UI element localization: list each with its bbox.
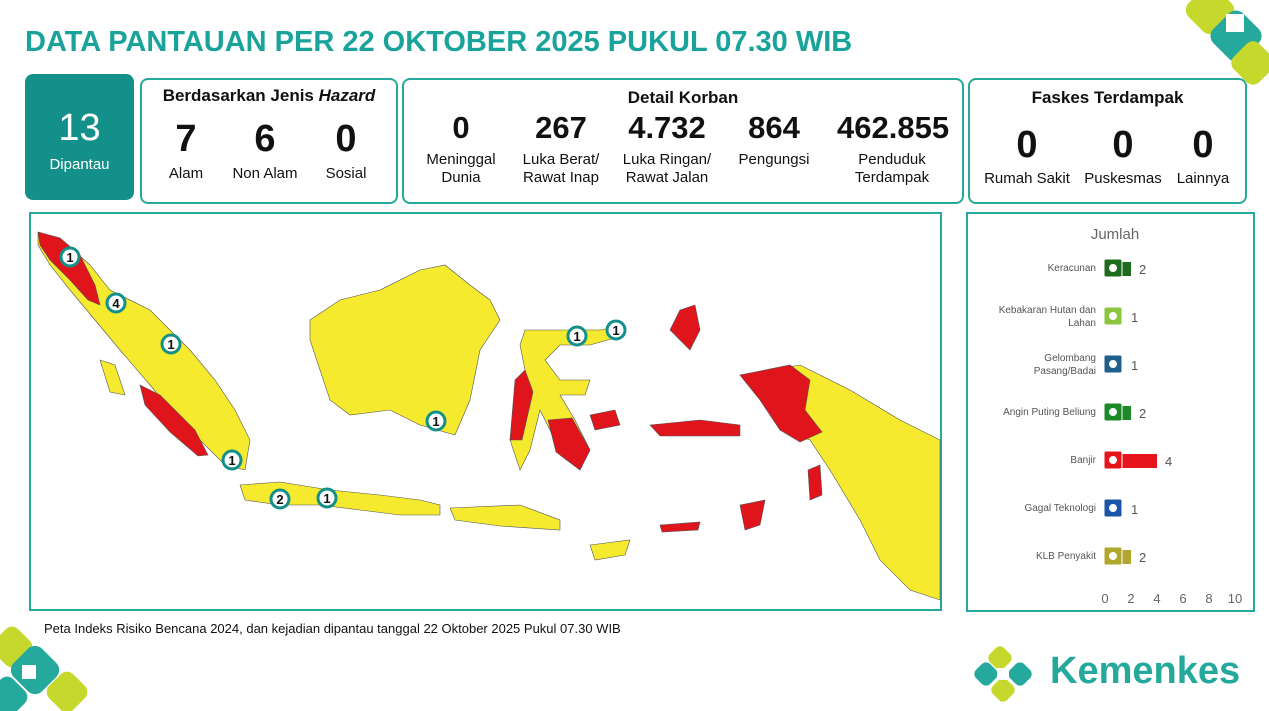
value-label: 2 xyxy=(1139,262,1146,277)
x-tick-label: 6 xyxy=(1179,591,1186,606)
value-label: 2 xyxy=(1139,406,1146,421)
hazard-card xyxy=(140,78,398,204)
x-tick-label: 0 xyxy=(1101,591,1108,606)
map-marker xyxy=(316,487,338,509)
y-tick-label: KLB Penyakit xyxy=(1035,551,1096,562)
chart-frame xyxy=(966,212,1255,612)
corner-logo xyxy=(0,626,88,711)
map-marker-label: 1 xyxy=(432,414,439,429)
monitored-value: 13 xyxy=(58,107,101,149)
category-icon xyxy=(1109,312,1117,320)
page-title: DATA PANTAUAN PER 22 OKTOBER 2025 PUKUL … xyxy=(25,26,853,58)
stat-label: Penduduk Terdampak xyxy=(854,151,930,186)
facility-title: Faskes Terdampak xyxy=(1031,88,1184,107)
stat-value: 6 xyxy=(254,118,276,160)
map-marker-label: 2 xyxy=(276,492,283,507)
category-icon xyxy=(1109,456,1117,464)
stat-label: Luka Berat/ Rawat Inap xyxy=(522,151,600,186)
brand: Kemenkes xyxy=(1050,650,1241,692)
map-marker xyxy=(605,319,627,341)
stat-label: Meninggal Dunia xyxy=(426,151,496,186)
monitored-card xyxy=(25,74,134,200)
brand-emblem xyxy=(974,646,1032,702)
stat-label: Puskesmas xyxy=(1084,170,1162,187)
map-frame xyxy=(29,212,942,611)
category-icon xyxy=(1109,552,1117,560)
map-marker-label: 1 xyxy=(228,453,235,468)
stat-value: 7 xyxy=(175,118,197,160)
map-marker xyxy=(425,410,447,432)
monitored-label: Dipantau xyxy=(49,156,110,173)
category-icon xyxy=(1109,504,1117,512)
value-label: 1 xyxy=(1131,310,1138,325)
value-label: 1 xyxy=(1131,502,1138,517)
map-marker-label: 1 xyxy=(573,329,580,344)
map-marker-label: 1 xyxy=(66,250,73,265)
map-marker xyxy=(221,449,243,471)
stat-label: Alam xyxy=(168,165,204,182)
facility-card xyxy=(968,78,1247,204)
x-tick-label: 8 xyxy=(1205,591,1212,606)
map-marker xyxy=(160,333,182,355)
stat-value: 0 xyxy=(335,118,357,160)
stat-label: Lainnya xyxy=(1176,170,1230,187)
category-icon xyxy=(1109,360,1117,368)
map-marker xyxy=(269,488,291,510)
stat-value: 0 xyxy=(1112,124,1134,166)
stat-value: 267 xyxy=(535,110,587,145)
y-tick-label: Kebakaran Hutan dan Lahan xyxy=(998,305,1096,329)
stat-label: Rumah Sakit xyxy=(984,170,1070,187)
map-marker-label: 1 xyxy=(612,323,619,338)
stat-label: Luka Ringan/ Rawat Jalan xyxy=(622,151,712,186)
corner-logo xyxy=(1185,0,1269,85)
map-marker-label: 1 xyxy=(323,491,330,506)
y-tick-label: Banjir xyxy=(1070,455,1096,466)
text: Berdasarkan Jenis xyxy=(162,86,319,105)
stat-label: Non Alam xyxy=(232,165,298,182)
stat-value: 0 xyxy=(1192,124,1214,166)
stat-label: Sosial xyxy=(325,165,367,182)
map xyxy=(37,231,941,601)
category-icon xyxy=(1109,408,1117,416)
x-tick-label: 10 xyxy=(1228,591,1242,606)
y-tick-label: Angin Puting Beliung xyxy=(1003,407,1096,418)
casualty-title: Detail Korban xyxy=(627,88,739,107)
stat-value: 4.732 xyxy=(628,110,706,145)
map-marker xyxy=(105,292,127,314)
x-tick-label: 4 xyxy=(1153,591,1160,606)
value-label: 2 xyxy=(1139,550,1146,565)
map-marker-label: 1 xyxy=(167,337,174,352)
stat-value: 864 xyxy=(748,110,800,145)
map-marker xyxy=(566,325,588,347)
value-label: 4 xyxy=(1165,454,1172,469)
text: Hazard xyxy=(318,86,376,105)
y-tick-label: Gelombang Pasang/Badai xyxy=(1033,353,1096,377)
category-icon xyxy=(1109,264,1117,272)
stat-value: 0 xyxy=(1016,124,1038,166)
value-label: 1 xyxy=(1131,358,1138,373)
x-tick-label: 2 xyxy=(1127,591,1134,606)
axis-title: Jumlah xyxy=(1090,226,1140,243)
map-marker xyxy=(59,246,81,268)
map-marker-label: 4 xyxy=(112,296,120,311)
stat-value: 0 xyxy=(452,110,470,145)
map-caption: Peta Indeks Risiko Bencana 2024, dan kej… xyxy=(44,621,621,636)
casualty-card xyxy=(402,78,964,204)
y-tick-label: Keracunan xyxy=(1047,263,1096,274)
y-tick-label: Gagal Teknologi xyxy=(1024,503,1096,514)
stat-value: 462.855 xyxy=(837,110,950,145)
stat-label: Pengungsi xyxy=(738,151,810,168)
hazard-title: Berdasarkan Jenis Hazard xyxy=(140,86,398,106)
